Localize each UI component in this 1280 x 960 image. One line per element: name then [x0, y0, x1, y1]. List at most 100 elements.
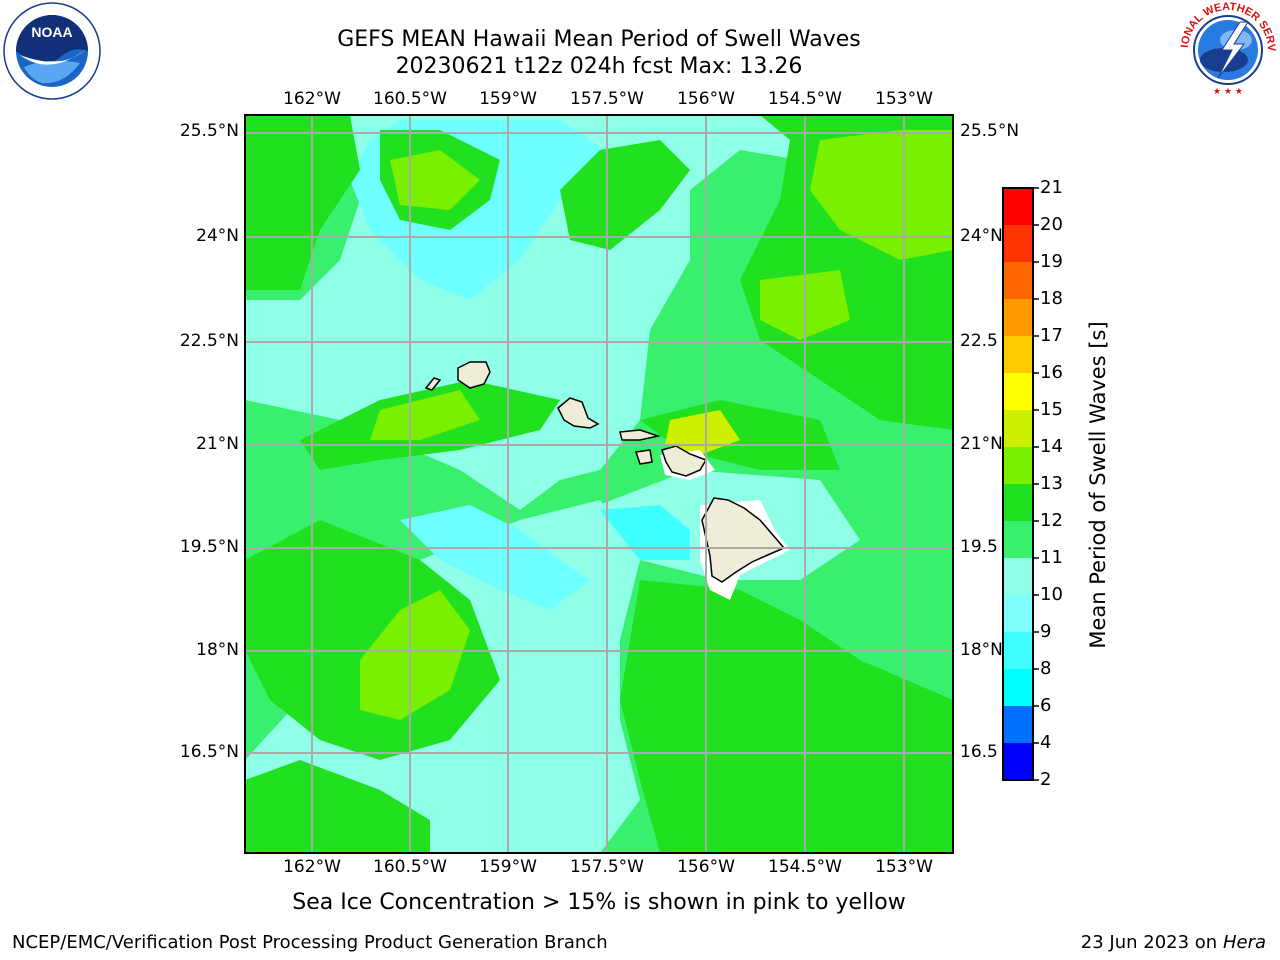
- colorbar-tick-label: 12: [1040, 510, 1063, 531]
- colorbar-tick-label: 11: [1040, 547, 1063, 568]
- contour-green-nw: [245, 115, 360, 290]
- contour-green-channel: [300, 380, 560, 470]
- lat-label-right: 19.5: [960, 537, 998, 557]
- sea-ice-note: Sea Ice Concentration > 15% is shown in …: [292, 890, 906, 915]
- colorbar-segment: [1003, 373, 1033, 410]
- colorbar-tick-label: 21: [1040, 177, 1063, 198]
- footer-credit: NCEP/EMC/Verification Post Processing Pr…: [12, 932, 608, 953]
- contour-aqua-west: [245, 300, 380, 360]
- lon-label-bottom: 154.5°W: [768, 857, 842, 877]
- contour-aqua-north: [245, 115, 830, 510]
- colorbar-segment: [1003, 706, 1033, 743]
- colorbar-tick-label: 20: [1040, 214, 1063, 235]
- lon-label-top: 159°W: [479, 89, 537, 109]
- lat-label-right: 16.5: [960, 742, 998, 762]
- contour-lime-channel: [370, 390, 480, 440]
- contour-lime-e: [760, 270, 850, 340]
- lon-label-bottom: 162°W: [283, 857, 341, 877]
- contour-aqua-south: [245, 500, 640, 853]
- colorbar-title: Mean Period of Swell Waves [s]: [1086, 321, 1110, 649]
- lat-label-right: 18°N: [960, 640, 1003, 660]
- map-frame: [244, 114, 954, 854]
- lat-label-right: 21°N: [960, 434, 1003, 454]
- colorbar-segment: [1003, 299, 1033, 336]
- colorbar-segment: [1003, 521, 1033, 558]
- noaa-logo: NOAA: [3, 2, 101, 100]
- colorbar-tick-label: 15: [1040, 399, 1063, 420]
- lat-label-right: 25.5°N: [960, 121, 1020, 141]
- island-kauai: [457, 361, 491, 389]
- land-mask-hawaii: [700, 500, 790, 600]
- contour-fill-layer: [245, 115, 953, 853]
- lon-label-top: 160.5°W: [373, 89, 447, 109]
- contour-green-n: [380, 130, 500, 230]
- lat-label-left: 19.5°N: [179, 537, 239, 557]
- contour-yellow-patch: [665, 410, 740, 455]
- footer-date: 23 Jun 2023 on Hera: [1081, 932, 1266, 953]
- lat-label-left: 16.5°N: [179, 742, 239, 762]
- lon-label-bottom: 156°W: [677, 857, 735, 877]
- lon-label-bottom: 157.5°W: [570, 857, 644, 877]
- colorbar-segment: [1003, 225, 1033, 262]
- nws-logo: NATIONAL WEATHER SERVICE ★ ★ ★: [1178, 0, 1277, 98]
- colorbar-segment: [1003, 558, 1033, 595]
- colorbar-segment: [1003, 262, 1033, 299]
- lon-label-bottom: 159°W: [479, 857, 537, 877]
- lat-label-left: 22.5°N: [179, 331, 239, 351]
- colorbar-tick-label: 13: [1040, 473, 1063, 494]
- land-mask-maui: [660, 450, 715, 480]
- contour-lime-n: [390, 150, 480, 210]
- colorbar-segment: [1003, 632, 1033, 669]
- contour-cyan-center: [400, 505, 590, 610]
- colorbar-segment: [1003, 669, 1033, 706]
- contour-base: [245, 115, 953, 853]
- colorbar-tick-label: 16: [1040, 362, 1063, 383]
- islands: [424, 361, 786, 583]
- lon-label-top: 154.5°W: [768, 89, 842, 109]
- colorbar-tick-label: 6: [1040, 695, 1052, 716]
- colorbar-segment: [1003, 743, 1033, 780]
- map-subtitle: 20230621 t12z 024h fcst Max: 13.26: [395, 54, 803, 79]
- lat-label-left: 21°N: [196, 434, 239, 454]
- lon-label-top: 157.5°W: [570, 89, 644, 109]
- contour-lime-sw: [360, 590, 470, 720]
- contour-green-ne: [740, 115, 953, 430]
- island-lanai: [635, 449, 653, 465]
- contour-lime-ne: [810, 130, 953, 260]
- contour-aqua-east: [560, 470, 860, 580]
- colorbar-tick-label: 14: [1040, 436, 1063, 457]
- map-title: GEFS MEAN Hawaii Mean Period of Swell Wa…: [337, 27, 861, 52]
- colorbar-tick-label: 10: [1040, 584, 1063, 605]
- colorbar-tick-label: 18: [1040, 288, 1063, 309]
- colorbar-segment: [1003, 595, 1033, 632]
- colorbar-segment: [1003, 336, 1033, 373]
- lat-label-left: 24°N: [196, 226, 239, 246]
- nws-stars: ★ ★ ★: [1213, 87, 1243, 97]
- island-oahu: [557, 397, 600, 429]
- contour-green-se: [620, 580, 953, 853]
- lon-label-bottom: 160.5°W: [373, 857, 447, 877]
- island-niihau: [424, 377, 442, 391]
- noaa-logo-text: NOAA: [31, 24, 72, 40]
- lat-label-right: 22.5: [960, 331, 998, 351]
- colorbar-segment: [1003, 188, 1033, 225]
- lat-label-left: 18°N: [196, 640, 239, 660]
- colorbar-segment: [1003, 484, 1033, 521]
- colorbar-tick-label: 2: [1040, 769, 1052, 790]
- lon-label-bottom: 153°W: [875, 857, 933, 877]
- contour-green-maui: [640, 400, 840, 470]
- colorbar-segment: [1003, 410, 1033, 447]
- colorbar-tick-label: 19: [1040, 251, 1063, 272]
- island-hawaii: [701, 497, 786, 583]
- colorbar-tick-label: 9: [1040, 621, 1052, 642]
- contour-green-sw: [245, 520, 500, 760]
- colorbar: [1002, 187, 1039, 781]
- lon-label-top: 162°W: [283, 89, 341, 109]
- island-molokai: [619, 429, 661, 441]
- contour-cyan-north: [350, 120, 620, 300]
- contour-cyan-deep: [600, 505, 690, 560]
- colorbar-tick-label: 4: [1040, 732, 1052, 753]
- lat-label-right: 24°N: [960, 226, 1003, 246]
- contour-green-n2: [560, 140, 690, 250]
- footer-date-text: 23 Jun 2023 on: [1080, 932, 1218, 953]
